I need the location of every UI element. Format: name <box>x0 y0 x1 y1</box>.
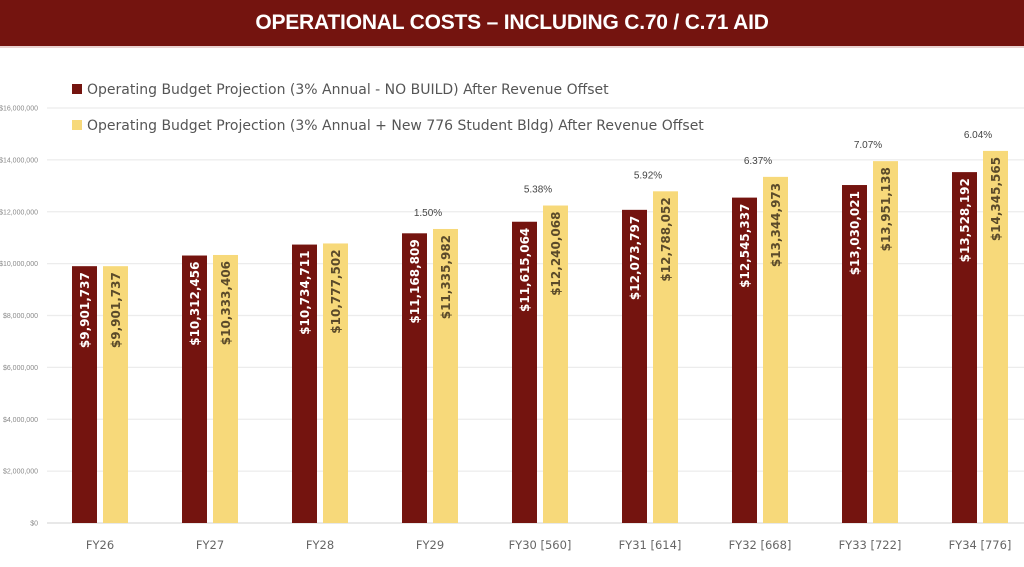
bar-label-new-build: $11,335,982 <box>439 235 453 319</box>
percent-annotation: 5.92% <box>634 170 662 181</box>
bar-new-build <box>763 176 788 524</box>
bar-no-build <box>292 244 317 524</box>
x-category-label: FY34 [776] <box>949 538 1012 552</box>
x-category-label: FY30 [560] <box>509 538 572 552</box>
legend-swatch-no-build <box>72 84 82 94</box>
y-tick-label: $12,000,000 <box>0 209 38 216</box>
y-tick-label: $6,000,000 <box>3 365 38 372</box>
bar-label-no-build: $11,168,809 <box>408 239 422 323</box>
y-tick-label: $4,000,000 <box>3 417 38 424</box>
header-divider <box>0 46 1024 48</box>
y-tick-label: $2,000,000 <box>3 469 38 476</box>
bar-label-no-build: $10,734,711 <box>298 251 312 335</box>
x-category-label: FY26 <box>86 538 114 552</box>
y-tick-label: $0 <box>30 521 38 528</box>
bar-label-no-build: $9,901,737 <box>78 272 92 348</box>
bar-label-new-build: $13,344,973 <box>769 183 783 267</box>
bar-label-no-build: $13,030,021 <box>848 191 862 275</box>
y-tick-label: $14,000,000 <box>0 157 38 164</box>
y-tick-label: $10,000,000 <box>0 261 38 268</box>
percent-annotation: 6.37% <box>744 156 772 167</box>
bar-new-build <box>433 228 458 523</box>
x-category-label: FY28 <box>306 538 334 552</box>
percent-annotation: 1.50% <box>414 208 442 219</box>
slide-header: OPERATIONAL COSTS – INCLUDING C.70 / C.7… <box>0 0 1024 46</box>
bar-no-build <box>72 266 97 523</box>
legend-swatch-new-build <box>72 120 82 130</box>
y-axis-ticks: $0 $2,000,000 $4,000,000 $6,000,000 $8,000,0… <box>0 106 38 528</box>
y-tick-label: $8,000,000 <box>3 313 38 320</box>
bar-new-build <box>983 150 1008 523</box>
bar-data-labels: $9,901,737 $9,901,737 $10,312,456 $10,333,4… <box>78 157 1003 348</box>
bar-no-build <box>402 233 427 523</box>
bar-no-build <box>622 209 647 524</box>
percent-annotation: 7.07% <box>854 140 882 151</box>
bar-label-new-build: $9,901,737 <box>109 272 123 348</box>
legend-label-no-build: Operating Budget Projection (3% Annual -… <box>87 82 609 98</box>
bar-label-new-build: $12,788,052 <box>659 197 673 281</box>
x-category-label: FY31 [614] <box>619 538 682 552</box>
bar-no-build <box>952 172 977 523</box>
bar-new-build <box>543 205 568 523</box>
legend-label-new-build: Operating Budget Projection (3% Annual +… <box>87 118 704 134</box>
bar-no-build <box>512 221 537 523</box>
y-tick-label: $16,000,000 <box>0 106 38 113</box>
legend: Operating Budget Projection (3% Annual -… <box>72 82 704 134</box>
bar-label-no-build: $11,615,064 <box>518 228 532 312</box>
bar-no-build <box>182 255 207 523</box>
bars <box>72 150 1008 524</box>
bar-new-build <box>103 266 128 523</box>
x-category-label: FY33 [722] <box>839 538 902 552</box>
bar-label-new-build: $13,951,138 <box>879 167 893 251</box>
percent-annotation: 6.04% <box>964 130 992 141</box>
bar-new-build <box>213 254 238 523</box>
bar-new-build <box>323 243 348 523</box>
bar-label-new-build: $10,333,406 <box>219 261 233 345</box>
x-category-label: FY32 [668] <box>729 538 792 552</box>
bar-new-build <box>873 161 898 523</box>
bar-label-no-build: $13,528,192 <box>958 178 972 262</box>
bar-new-build <box>653 191 678 523</box>
x-category-label: FY29 <box>416 538 444 552</box>
bar-label-no-build: $12,073,797 <box>628 216 642 300</box>
bar-label-no-build: $10,312,456 <box>188 262 202 346</box>
percent-annotations: 1.50% 5.38% 5.92% 6.37% 7.07% 6.04% <box>414 130 992 219</box>
bar-label-new-build: $10,777,502 <box>329 249 343 333</box>
slide-title: OPERATIONAL COSTS – INCLUDING C.70 / C.7… <box>255 11 769 34</box>
percent-annotation: 5.38% <box>524 185 552 196</box>
bar-no-build <box>732 197 757 523</box>
bar-label-no-build: $12,545,337 <box>738 204 752 288</box>
bar-label-new-build: $14,345,565 <box>989 157 1003 241</box>
x-axis-categories: FY26 FY27 FY28 FY29 FY30 [560] FY31 [614] FY32… <box>86 538 1012 552</box>
bar-no-build <box>842 185 867 524</box>
bar-label-new-build: $12,240,068 <box>549 212 563 296</box>
x-category-label: FY27 <box>196 538 224 552</box>
